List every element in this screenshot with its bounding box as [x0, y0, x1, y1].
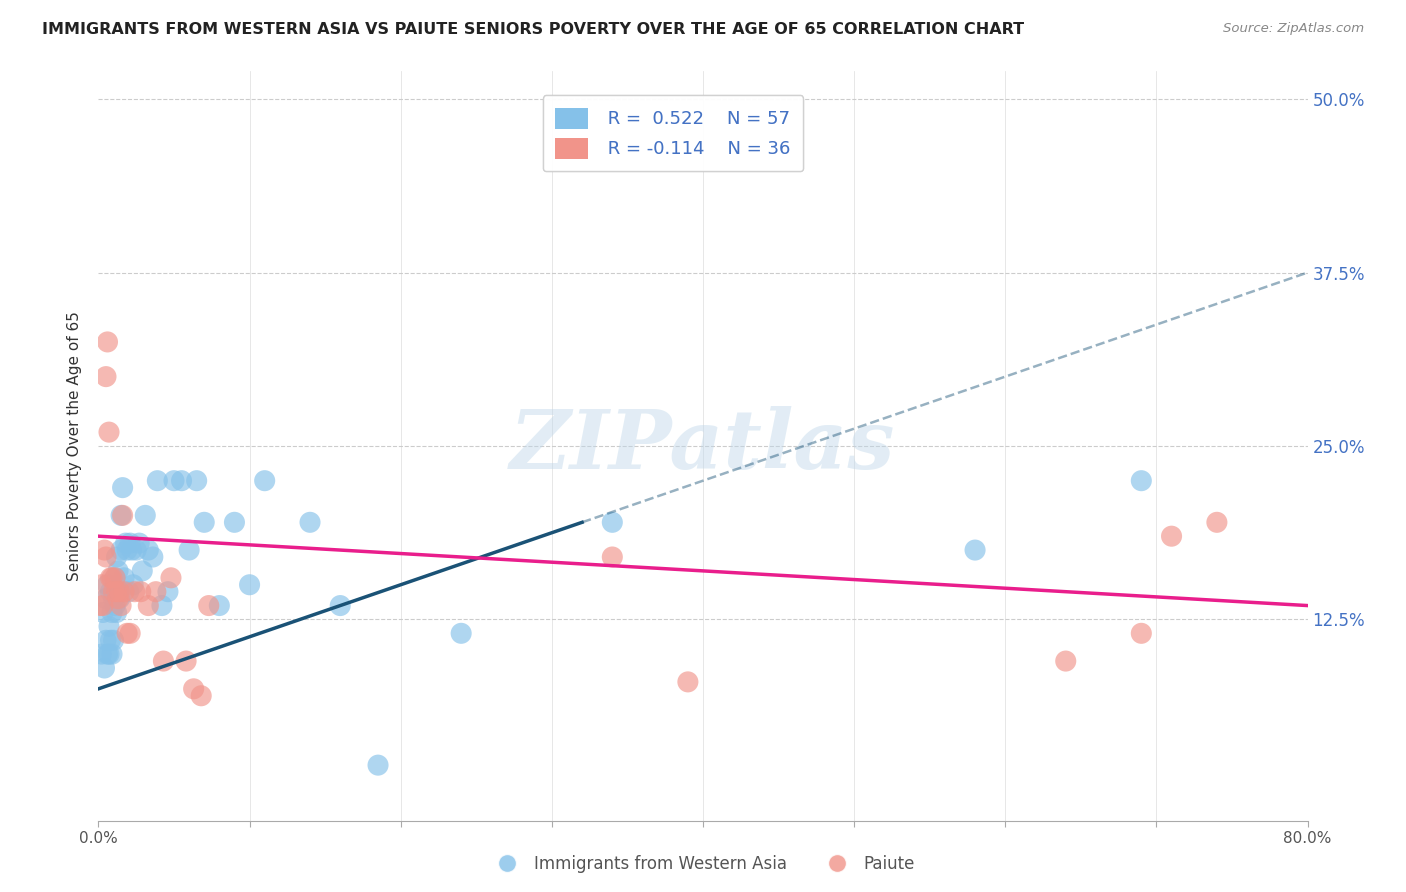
Point	[299, 516, 322, 530]
Point	[105, 549, 128, 564]
Point	[156, 584, 179, 599]
Point	[111, 508, 134, 523]
Point	[120, 626, 142, 640]
Point	[96, 578, 118, 592]
Point	[197, 599, 219, 613]
Text: ZIPatlas: ZIPatlas	[510, 406, 896, 486]
Point	[253, 474, 276, 488]
Point	[120, 536, 142, 550]
Point	[329, 599, 352, 613]
Point	[145, 584, 167, 599]
Point	[1130, 626, 1153, 640]
Point	[170, 474, 193, 488]
Point	[107, 591, 129, 606]
Point	[110, 508, 132, 523]
Point	[128, 536, 150, 550]
Point	[965, 543, 987, 558]
Point	[103, 591, 125, 606]
Point	[107, 564, 129, 578]
Point	[115, 626, 138, 640]
Point	[98, 425, 121, 439]
Point	[163, 474, 186, 488]
Point	[94, 633, 117, 648]
Point	[89, 599, 111, 613]
Point	[121, 543, 143, 558]
Point	[94, 549, 117, 564]
Point	[100, 571, 122, 585]
Point	[103, 633, 125, 648]
Point	[104, 599, 127, 613]
Point	[676, 674, 699, 689]
Point	[108, 584, 131, 599]
Point	[101, 647, 124, 661]
Point	[450, 626, 472, 640]
Point	[108, 591, 131, 606]
Point	[110, 599, 132, 613]
Point	[152, 654, 174, 668]
Point	[90, 647, 112, 661]
Point	[174, 654, 197, 668]
Point	[100, 633, 122, 648]
Legend: Immigrants from Western Asia, Paiute: Immigrants from Western Asia, Paiute	[484, 848, 922, 880]
Point	[98, 647, 121, 661]
Text: Source: ZipAtlas.com: Source: ZipAtlas.com	[1223, 22, 1364, 36]
Point	[602, 549, 624, 564]
Point	[183, 681, 205, 696]
Point	[160, 571, 183, 585]
Point	[98, 619, 121, 633]
Point	[150, 599, 173, 613]
Point	[224, 516, 246, 530]
Point	[91, 606, 114, 620]
Point	[208, 599, 231, 613]
Point	[122, 578, 145, 592]
Point	[239, 578, 262, 592]
Point	[112, 584, 135, 599]
Point	[136, 599, 159, 613]
Point	[101, 606, 124, 620]
Point	[101, 571, 124, 585]
Point	[96, 334, 118, 349]
Point	[105, 606, 128, 620]
Point	[193, 516, 215, 530]
Point	[90, 578, 112, 592]
Point	[602, 516, 624, 530]
Legend:  R =  0.522    N = 57,  R = -0.114    N = 36: R = 0.522 N = 57, R = -0.114 N = 36	[543, 95, 803, 171]
Point	[1206, 516, 1229, 530]
Point	[146, 474, 169, 488]
Point	[186, 474, 208, 488]
Point	[1160, 529, 1182, 543]
Point	[100, 584, 122, 599]
Point	[1054, 654, 1077, 668]
Point	[105, 584, 128, 599]
Point	[142, 549, 165, 564]
Point	[94, 591, 117, 606]
Point	[125, 543, 148, 558]
Point	[115, 543, 138, 558]
Point	[136, 543, 159, 558]
Point	[94, 369, 117, 384]
Point	[107, 584, 129, 599]
Point	[104, 571, 127, 585]
Point	[124, 584, 146, 599]
Point	[129, 584, 152, 599]
Point	[367, 758, 389, 772]
Point	[93, 661, 115, 675]
Point	[1130, 474, 1153, 488]
Point	[103, 584, 125, 599]
Text: IMMIGRANTS FROM WESTERN ASIA VS PAIUTE SENIORS POVERTY OVER THE AGE OF 65 CORREL: IMMIGRANTS FROM WESTERN ASIA VS PAIUTE S…	[42, 22, 1025, 37]
Y-axis label: Seniors Poverty Over the Age of 65: Seniors Poverty Over the Age of 65	[67, 311, 83, 581]
Point	[104, 571, 127, 585]
Point	[93, 543, 115, 558]
Point	[131, 564, 153, 578]
Point	[112, 571, 135, 585]
Point	[134, 508, 156, 523]
Point	[110, 543, 132, 558]
Point	[91, 599, 114, 613]
Point	[114, 536, 136, 550]
Point	[179, 543, 201, 558]
Point	[96, 647, 118, 661]
Point	[118, 584, 141, 599]
Point	[190, 689, 212, 703]
Point	[111, 481, 134, 495]
